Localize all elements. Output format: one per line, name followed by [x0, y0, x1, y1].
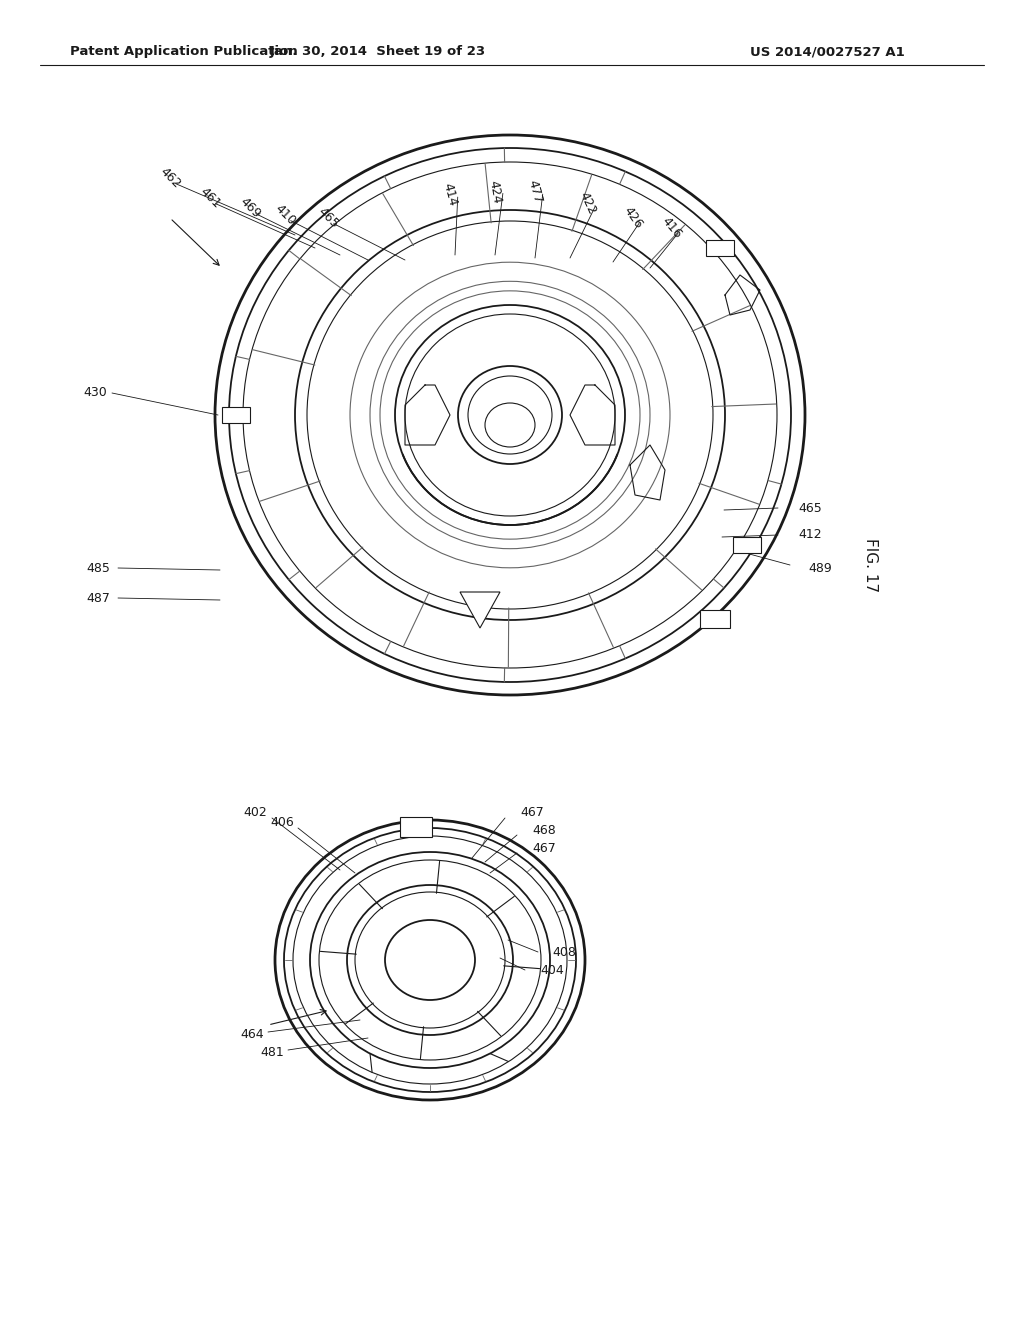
Text: US 2014/0027527 A1: US 2014/0027527 A1 — [750, 45, 905, 58]
Text: 408: 408 — [552, 945, 575, 958]
Text: 430: 430 — [83, 387, 106, 400]
Text: 477: 477 — [525, 178, 545, 205]
Text: 467: 467 — [520, 807, 544, 820]
Text: 412: 412 — [798, 528, 821, 541]
Text: 487: 487 — [86, 591, 110, 605]
Text: 469: 469 — [237, 195, 263, 220]
Text: 462: 462 — [157, 165, 183, 191]
Text: 404: 404 — [540, 964, 564, 977]
Text: 485: 485 — [86, 561, 110, 574]
Text: 406: 406 — [270, 817, 294, 829]
Text: FIG. 17: FIG. 17 — [862, 539, 878, 593]
Text: 416: 416 — [659, 215, 685, 242]
Bar — [706, 240, 734, 256]
Text: 465: 465 — [798, 502, 821, 515]
Polygon shape — [460, 591, 500, 628]
Text: 468: 468 — [532, 824, 556, 837]
Text: 461: 461 — [197, 185, 223, 211]
Text: 410: 410 — [272, 202, 298, 228]
Bar — [400, 817, 432, 837]
Bar — [700, 610, 730, 628]
Text: 402: 402 — [243, 805, 267, 818]
Text: 467: 467 — [532, 842, 556, 854]
Text: 422: 422 — [578, 190, 599, 216]
Text: Patent Application Publication: Patent Application Publication — [70, 45, 298, 58]
Text: 481: 481 — [260, 1047, 284, 1060]
Text: 465: 465 — [315, 205, 341, 231]
Text: 426: 426 — [621, 205, 645, 231]
Text: 489: 489 — [808, 561, 831, 574]
Bar — [222, 407, 250, 422]
Text: 464: 464 — [241, 1028, 264, 1041]
Text: 414: 414 — [440, 182, 460, 209]
Bar — [733, 537, 761, 553]
Text: Jan. 30, 2014  Sheet 19 of 23: Jan. 30, 2014 Sheet 19 of 23 — [270, 45, 486, 58]
Text: 424: 424 — [486, 180, 504, 205]
